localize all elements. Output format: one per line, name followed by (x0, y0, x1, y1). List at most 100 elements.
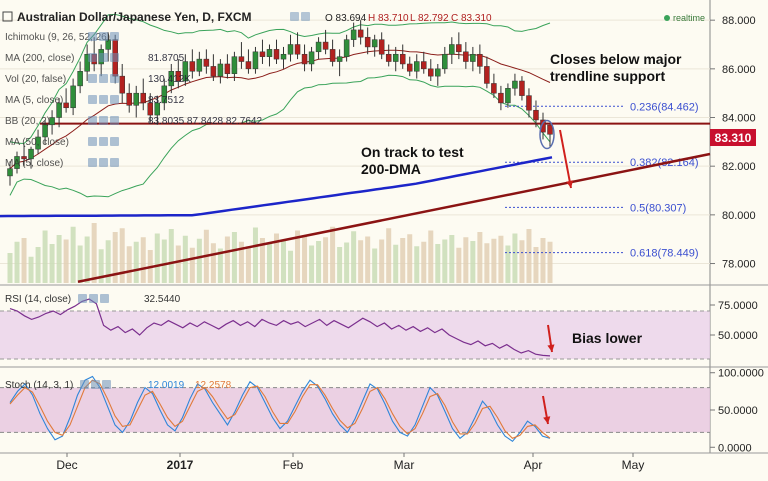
volume-bar (449, 235, 455, 283)
indicator-gear-icon[interactable] (99, 53, 108, 62)
volume-bar (323, 237, 329, 283)
volume-bar (330, 226, 336, 283)
volume-bar (435, 244, 441, 283)
rsi-panel (0, 298, 710, 360)
price-tick-label: 88.000 (722, 15, 756, 27)
annotation-dma-line1: On track to test (361, 144, 464, 160)
volume-bar (302, 235, 308, 283)
candle-body (189, 61, 196, 72)
fib-level-label: 0.618(78.449) (630, 248, 699, 260)
candle-body (540, 119, 546, 133)
volume-bar (498, 235, 504, 283)
volume-bar (119, 228, 125, 283)
indicator-value: 83.8035 87.8428 82.7642 (148, 116, 262, 127)
stoch-down-arrow-head (543, 416, 551, 424)
volume-bar (344, 242, 350, 283)
time-tick-label: Apr (524, 458, 543, 472)
stoch-gear-icon[interactable] (91, 380, 100, 389)
indicator-eye-icon[interactable] (88, 74, 97, 83)
volume-bar (477, 232, 483, 283)
indicator-gear-icon[interactable] (99, 95, 108, 104)
rsi-eye-icon[interactable] (78, 294, 87, 303)
ma200-line (0, 156, 553, 218)
ohlc-close: C 83.310 (451, 13, 492, 24)
candle-body (161, 85, 168, 104)
candle-body (294, 44, 301, 55)
candle-body (119, 75, 125, 94)
candle-body (308, 51, 315, 65)
indicator-close-icon[interactable] (110, 137, 119, 146)
ohlc-high: H 83.710 (368, 13, 409, 24)
last-price-badge: 83.310 (710, 129, 756, 146)
rsi-gear-icon[interactable] (89, 294, 98, 303)
volume-bar (358, 240, 364, 283)
volume-bar (351, 231, 357, 283)
candle-body (56, 102, 62, 118)
candle-body (287, 44, 294, 55)
volume-bar (379, 239, 385, 283)
volume-bar (28, 256, 34, 283)
volume-bar (259, 238, 265, 283)
highlight-circle (539, 119, 555, 150)
indicator-close-icon[interactable] (110, 32, 119, 41)
indicator-close-icon[interactable] (110, 95, 119, 104)
annotation-bias: Bias lower (572, 330, 643, 346)
stoch-close-icon[interactable] (102, 380, 111, 389)
candle-body (63, 102, 69, 109)
candle-body (526, 95, 532, 111)
volume-bar (456, 247, 462, 283)
indicator-close-icon[interactable] (110, 53, 119, 62)
title-eye-icon[interactable] (290, 12, 299, 21)
candle-body (301, 53, 308, 65)
volume-bar (393, 244, 399, 283)
volume-bar (224, 236, 230, 283)
candle-body (126, 92, 132, 106)
indicator-gear-icon[interactable] (99, 137, 108, 146)
price-tick-label: 82.000 (722, 161, 756, 173)
candle-body (231, 56, 238, 74)
indicator-gear-icon[interactable] (99, 116, 108, 125)
indicator-gear-icon[interactable] (99, 74, 108, 83)
indicator-gear-icon[interactable] (99, 32, 108, 41)
collapse-toggle-icon[interactable] (2, 11, 13, 22)
indicator-close-icon[interactable] (110, 74, 119, 83)
indicator-eye-icon[interactable] (88, 53, 97, 62)
indicator-gear-icon[interactable] (99, 158, 108, 167)
candle-body (519, 80, 525, 96)
volume-bar (210, 243, 216, 283)
symbol-title: Australian Dollar/Japanese Yen, D, FXCM (17, 10, 252, 24)
candle-body (491, 83, 497, 94)
indicator-close-icon[interactable] (110, 158, 119, 167)
volume-bar (526, 229, 532, 283)
volume-bar (337, 247, 343, 283)
indicator-eye-icon[interactable] (88, 32, 97, 41)
volume-bar (442, 239, 448, 283)
volume-bar (252, 227, 258, 283)
fib-level-label: 0.5(80.307) (630, 202, 686, 214)
candle-body (371, 39, 378, 48)
stoch-eye-icon[interactable] (80, 380, 89, 389)
candle-body (399, 53, 406, 65)
rsi-line (9, 298, 551, 357)
indicator-eye-icon[interactable] (88, 95, 97, 104)
candle-body (35, 136, 41, 150)
candle-body (14, 156, 20, 169)
indicator-eye-icon[interactable] (88, 158, 97, 167)
indicator-label: Vol (20, false) (5, 74, 66, 85)
volume-bar (365, 236, 371, 283)
volume-bar (217, 248, 223, 283)
indicator-value: 83.7512 (148, 95, 185, 106)
stoch-k-value: 12.0019 (148, 380, 185, 391)
title-gear-icon[interactable] (301, 12, 310, 21)
rsi-close-icon[interactable] (100, 294, 109, 303)
candle-body (385, 53, 392, 62)
candle-body (456, 44, 462, 53)
indicator-eye-icon[interactable] (88, 116, 97, 125)
volume-bar (7, 253, 13, 283)
indicator-close-icon[interactable] (110, 116, 119, 125)
indicator-eye-icon[interactable] (88, 137, 97, 146)
candle-body (378, 39, 385, 55)
ohlc-open: O 83.694 (325, 13, 367, 24)
indicator-value: 81.8705 (148, 53, 185, 64)
